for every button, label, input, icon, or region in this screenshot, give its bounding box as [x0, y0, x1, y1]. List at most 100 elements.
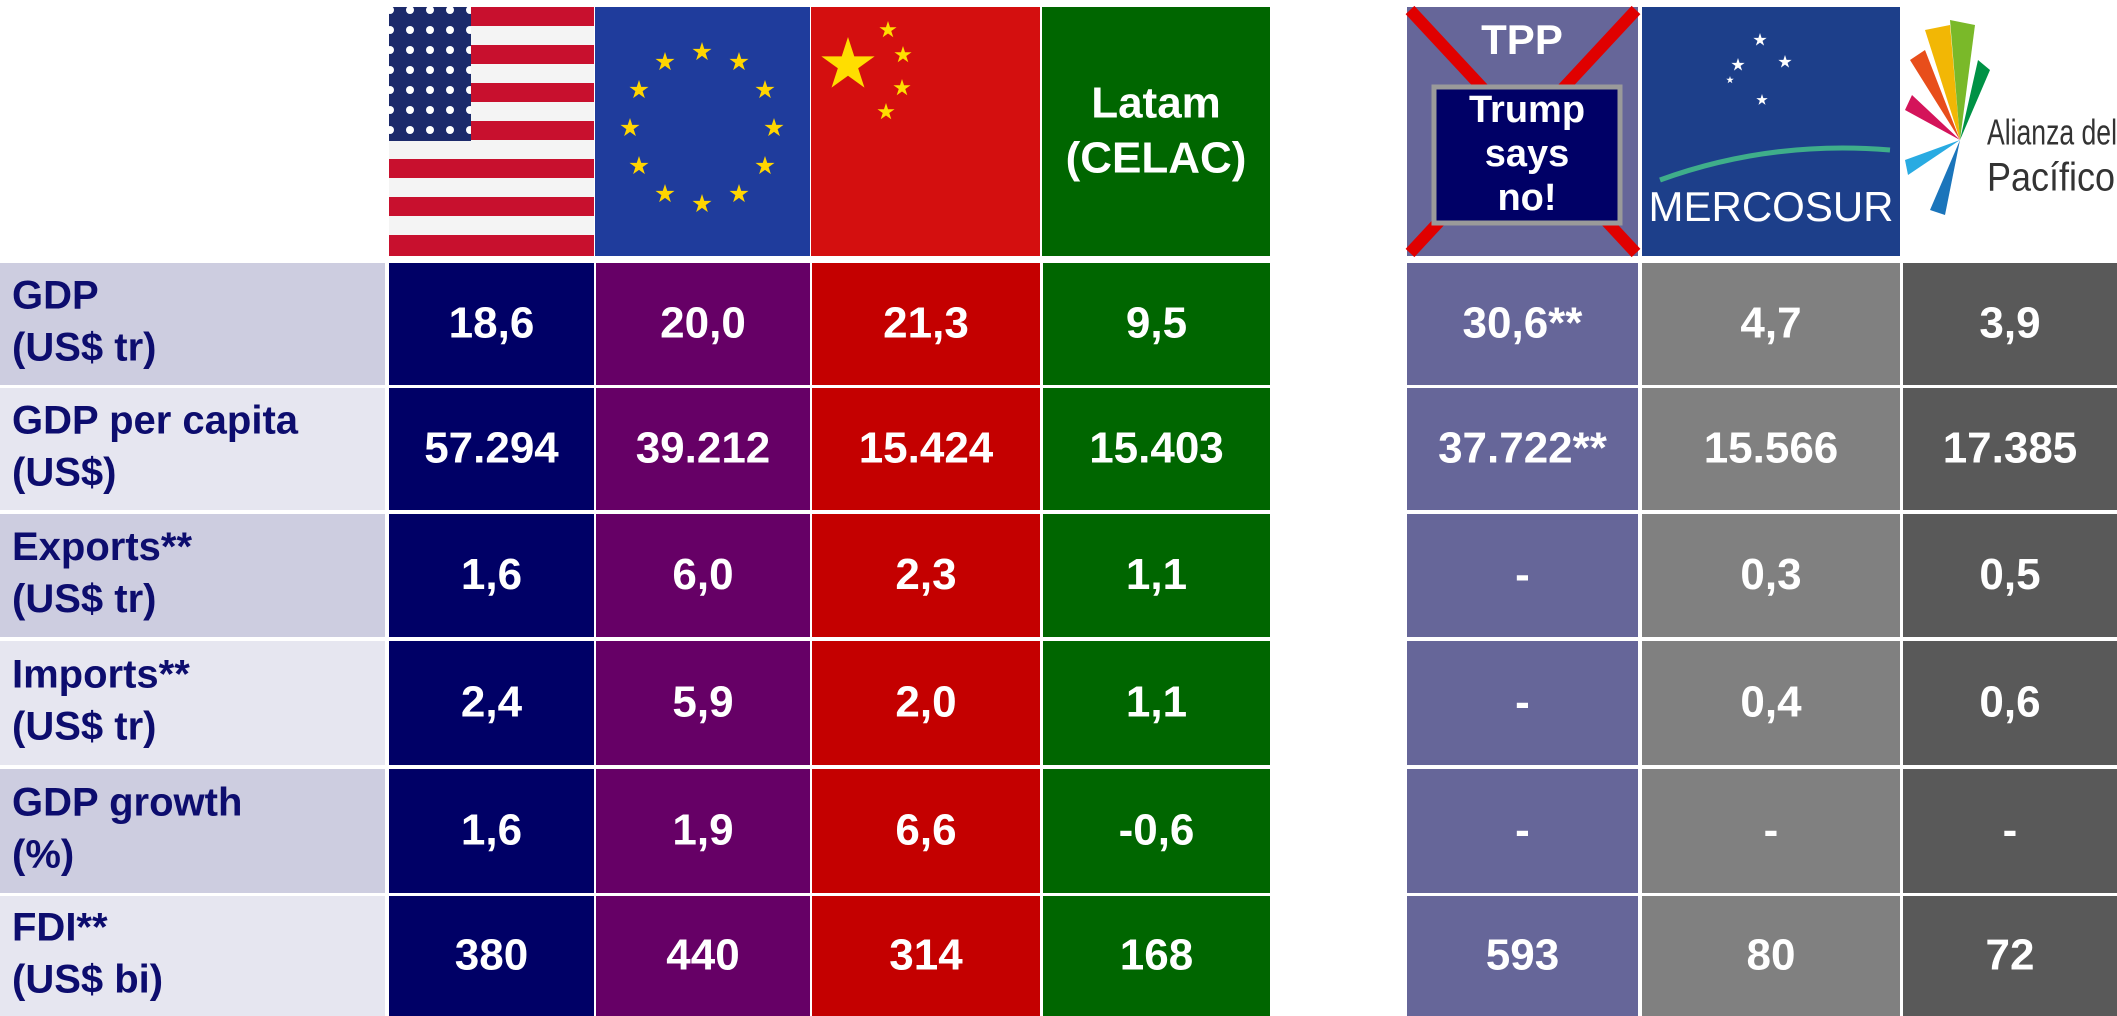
cell [1407, 388, 1638, 510]
table: GDP (US$ tr) 18,6 20,0 21,3 9,5 30,6** 4,7 3,9 GD… [0, 263, 2117, 1016]
cell-value: 1,6 [461, 806, 522, 855]
cell [389, 388, 594, 510]
cell [812, 769, 1040, 893]
cell [1642, 263, 1900, 385]
cell-value: - [2003, 806, 2018, 855]
cell [1642, 388, 1900, 510]
tpp-note: Trump [1469, 89, 1585, 131]
cell-value: 314 [889, 931, 963, 980]
latam-subtitle: (CELAC) [1066, 134, 1247, 183]
cell-value: 1,1 [1126, 550, 1187, 599]
cell-value: 5,9 [672, 678, 733, 727]
cell-value: 1,1 [1126, 678, 1187, 727]
cell [1407, 769, 1638, 893]
row-label: GDP growth [12, 781, 242, 825]
latam-header [1042, 7, 1270, 256]
row-label-cell [0, 263, 385, 385]
cell [1903, 263, 2117, 385]
cell [1903, 641, 2117, 765]
cell-value: 2,3 [895, 550, 956, 599]
china-flag [811, 7, 1040, 256]
cell-value: 37.722** [1438, 424, 1608, 473]
row-label-cell [0, 514, 385, 637]
cell-value: 1,6 [461, 550, 522, 599]
row-label: (US$ tr) [12, 705, 156, 749]
cell-value: - [1515, 806, 1530, 855]
cell [812, 514, 1040, 637]
cell-value: 440 [666, 931, 739, 980]
cell-value: 15.566 [1704, 424, 1839, 473]
cell [1642, 514, 1900, 637]
cell [389, 769, 594, 893]
cell [596, 769, 810, 893]
cell [812, 641, 1040, 765]
us-flag [389, 7, 594, 256]
cell [812, 896, 1040, 1016]
eu-flag [595, 7, 810, 256]
latam-title: Latam [1091, 79, 1221, 128]
tpp-note: says [1485, 133, 1570, 175]
cell-value: 9,5 [1126, 299, 1187, 348]
cell-value: -0,6 [1119, 806, 1195, 855]
row-label: Imports** [12, 653, 190, 697]
cell-value: 15.424 [859, 424, 994, 473]
row-label: Exports** [12, 525, 192, 569]
mercosur-title: MERCOSUR [1648, 183, 1893, 230]
cell-value: 17.385 [1943, 424, 2078, 473]
row-label-cell [0, 769, 385, 893]
cell [1642, 769, 1900, 893]
cell-value: 2,4 [461, 678, 523, 727]
cell-value: - [1515, 678, 1530, 727]
alianza-logo [1902, 7, 2117, 256]
row-label-cell [0, 388, 385, 510]
row-label: GDP [12, 274, 99, 318]
cell [1043, 896, 1270, 1016]
cell-value: 2,0 [895, 678, 956, 727]
cell [1642, 641, 1900, 765]
row-label: (US$ bi) [12, 958, 163, 1002]
cell-value: 6,6 [895, 806, 956, 855]
cell-value: 21,3 [883, 299, 969, 348]
cell [1642, 896, 1900, 1016]
cell [389, 514, 594, 637]
cell [596, 896, 810, 1016]
cell [1407, 896, 1638, 1016]
cell [596, 388, 810, 510]
tpp-title: TPP [1481, 16, 1563, 63]
cell-value: - [1515, 550, 1530, 599]
cell [1043, 641, 1270, 765]
cell [1903, 388, 2117, 510]
cell-value: 72 [1986, 931, 2035, 980]
cell-value: 80 [1747, 931, 1796, 980]
cell-value: 0,5 [1979, 550, 2040, 599]
cell-value: 57.294 [424, 424, 559, 473]
row-label: (US$) [12, 451, 116, 495]
cell [1903, 896, 2117, 1016]
row-label: GDP per capita [12, 399, 299, 443]
row-label-cell [0, 896, 385, 1016]
tpp-note: no! [1497, 177, 1556, 219]
row-label: (US$ tr) [12, 577, 156, 621]
cell-value: 30,6** [1463, 299, 1584, 348]
cell [389, 896, 594, 1016]
cell [1043, 514, 1270, 637]
cell-value: 39.212 [636, 424, 771, 473]
cell [596, 641, 810, 765]
cell-value: 593 [1486, 931, 1559, 980]
cell [596, 263, 810, 385]
row-label: (US$ tr) [12, 326, 156, 370]
cell-value: 3,9 [1979, 299, 2040, 348]
cell-value: 1,9 [672, 806, 733, 855]
cell-value: - [1764, 806, 1779, 855]
cell-value: 18,6 [449, 299, 535, 348]
alianza-title: Pacífico [1987, 156, 2115, 200]
cell-value: 168 [1120, 931, 1193, 980]
cell-value: 20,0 [660, 299, 746, 348]
cell-value: 4,7 [1740, 299, 1801, 348]
cell [1043, 263, 1270, 385]
cell [1407, 641, 1638, 765]
row-label: (%) [12, 833, 74, 877]
cell-value: 6,0 [672, 550, 733, 599]
cell-value: 15.403 [1089, 424, 1224, 473]
